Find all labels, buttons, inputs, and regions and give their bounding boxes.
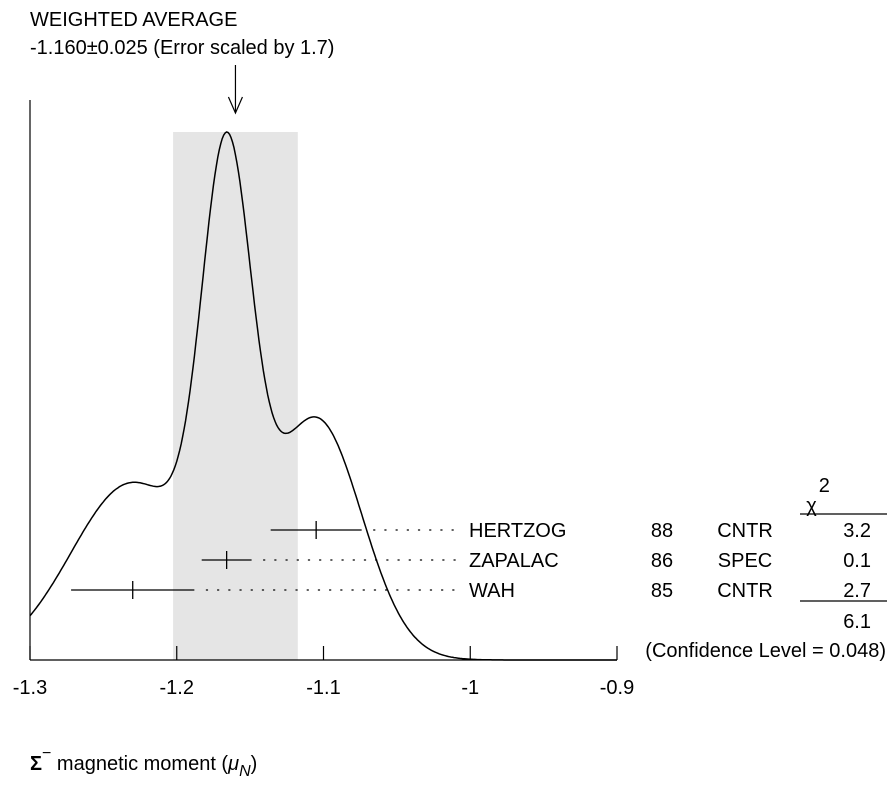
weighted-average-arrow [227, 65, 243, 115]
measurement-technique: CNTR [717, 520, 773, 542]
measurement-technique: SPEC [718, 550, 772, 572]
x-tick-label: -0.9 [600, 677, 634, 699]
x-axis-title: Σ− magnetic moment (μN) [30, 745, 257, 780]
weighted-average-title: WEIGHTED AVERAGE [30, 9, 237, 31]
weighted-average-band [173, 132, 298, 660]
measurement-markers [71, 521, 463, 599]
arrow-head [227, 96, 243, 115]
measurement-chi2: 2.7 [843, 580, 871, 602]
measurement-chi2: 3.2 [843, 520, 871, 542]
x-tick-label: -1.3 [13, 677, 47, 699]
measurement-year: 85 [651, 580, 673, 602]
ideogram-curve [29, 131, 617, 661]
chi2-total: 6.1 [843, 611, 871, 633]
measurement-table: HERTZOG 88 CNTR 3.2 ZAPALAC 86 SPEC 0.1 WAH 85 CNT… [469, 520, 871, 602]
measurement-chi2: 0.1 [843, 550, 871, 572]
x-axis-ticks: -1.3 -1.2 -1.1 -1 -0.9 [13, 646, 634, 699]
measurement-year: 86 [651, 550, 673, 572]
confidence-level: (Confidence Level = 0.048) [645, 640, 886, 662]
x-tick-label: -1.1 [306, 677, 340, 699]
weighted-average-value: -1.160±0.025 (Error scaled by 1.7) [30, 37, 334, 59]
measurement-name: HERTZOG [469, 520, 566, 542]
x-tick-label: -1 [461, 677, 479, 699]
measurement-name: WAH [469, 580, 515, 602]
chi2-header: χ2 [806, 475, 830, 517]
measurement-technique: CNTR [717, 580, 773, 602]
x-tick-label: -1.2 [160, 677, 194, 699]
measurement-year: 88 [651, 520, 673, 542]
measurement-name: ZAPALAC [469, 550, 559, 572]
